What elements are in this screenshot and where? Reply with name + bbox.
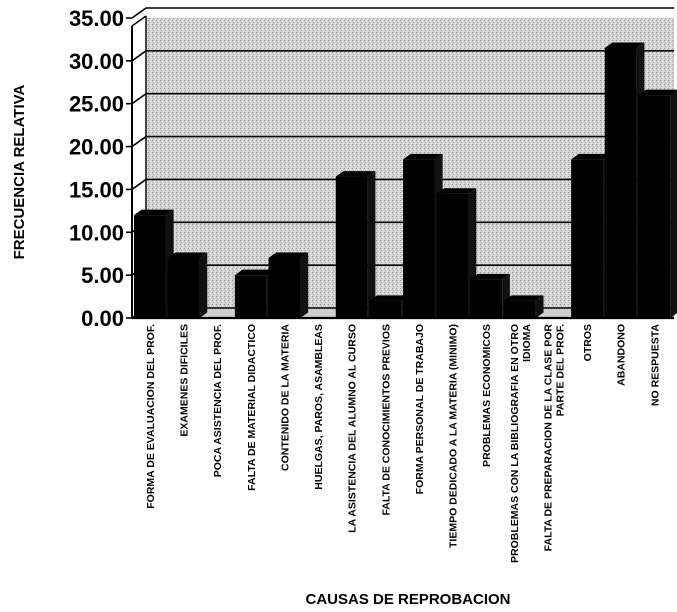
- bar-front: [470, 279, 503, 318]
- svg-text:CONTENIDO DE LA MATERIA: CONTENIDO DE LA MATERIA: [279, 324, 291, 471]
- category-label: FORMA DE EVALUACION DEL PROF.: [145, 324, 157, 509]
- svg-text:FORMA PERSONAL DE TRABAJO: FORMA PERSONAL DE TRABAJO: [414, 324, 426, 494]
- bar-side: [535, 295, 544, 318]
- category-label: PROBLEMAS ECONOMICOS: [481, 324, 493, 467]
- bar: [167, 252, 208, 318]
- svg-text:LA ASISTENCIA DEL ALUMNO AL CU: LA ASISTENCIA DEL ALUMNO AL CURSO: [347, 324, 359, 533]
- bar: [268, 252, 309, 318]
- bar-front: [403, 159, 435, 318]
- svg-text:PROBLEMAS CON LA BIBLIOGRAFIA: PROBLEMAS CON LA BIBLIOGRAFIA EN OTROIDI…: [509, 324, 533, 563]
- y-tick-label: 0.00: [81, 306, 124, 331]
- bar-top: [369, 295, 410, 301]
- bar-side: [300, 252, 309, 318]
- svg-text:HUELGAS, PAROS, ASAMBLEAS: HUELGAS, PAROS, ASAMBLEAS: [313, 324, 325, 490]
- bar-front: [369, 300, 402, 318]
- bar-front: [638, 95, 671, 319]
- bar-top: [436, 188, 477, 194]
- category-label: FALTA DE CONOCIMIENTOS PREVIOS: [380, 324, 392, 516]
- bar-front: [571, 159, 604, 318]
- bar-top: [167, 252, 208, 258]
- svg-text:ABANDONO: ABANDONO: [616, 324, 628, 386]
- bar-front: [436, 193, 469, 318]
- category-label: LA ASISTENCIA DEL ALUMNO AL CURSO: [347, 324, 359, 533]
- svg-text:OTROS: OTROS: [582, 324, 594, 361]
- category-label: FALTA DE MATERIAL DIDACTICO: [246, 324, 258, 491]
- bar-front: [134, 215, 166, 318]
- y-axis-title: FRECUENCIA RELATIVA: [11, 84, 28, 259]
- x-axis-title: CAUSAS DE REPROBACION: [305, 591, 510, 608]
- svg-text:EXAMENES DIFICILES: EXAMENES DIFICILES: [179, 324, 191, 437]
- y-tick-label: 15.00: [69, 177, 124, 202]
- bar-front: [604, 48, 637, 318]
- svg-text:FALTA DE PREPARACION DE LA CLA: FALTA DE PREPARACION DE LA CLASE PORPART…: [542, 324, 566, 552]
- y-tick-label: 25.00: [69, 92, 124, 117]
- bar-front: [268, 258, 301, 318]
- gridline: [131, 7, 674, 19]
- bar-top: [571, 153, 611, 160]
- svg-text:FALTA DE MATERIAL DIDACTICO: FALTA DE MATERIAL DIDACTICO: [246, 324, 258, 491]
- y-tick-label: 10.00: [69, 220, 124, 245]
- y-tick-label: 20.00: [69, 135, 124, 160]
- category-label: NO RESPUESTA: [649, 324, 661, 406]
- svg-text:FALTA DE CONOCIMIENTOS PREVIOS: FALTA DE CONOCIMIENTOS PREVIOS: [380, 324, 392, 516]
- svg-text:FORMA DE EVALUACION DEL PROF.: FORMA DE EVALUACION DEL PROF.: [145, 324, 157, 509]
- bar-front: [234, 275, 267, 318]
- category-label: OTROS: [582, 324, 594, 361]
- svg-text:NO RESPUESTA: NO RESPUESTA: [649, 324, 661, 406]
- category-label: CONTENIDO DE LA MATERIA: [279, 324, 291, 471]
- y-axis-top-edge: [131, 15, 147, 27]
- bar-front: [167, 258, 200, 318]
- category-label: FALTA DE PREPARACION DE LA CLASE PORPART…: [542, 324, 566, 552]
- bars: [134, 42, 677, 319]
- bar: [436, 188, 477, 318]
- y-tick-label: 5.00: [81, 263, 124, 288]
- y-tick-labels: 35.00 30.00 25.00 20.00 15.00 10.00 5.00 0.00: [69, 6, 132, 331]
- y-tick-label: 30.00: [69, 49, 124, 74]
- category-label: FORMA PERSONAL DE TRABAJO: [414, 324, 426, 494]
- category-labels: FORMA DE EVALUACION DEL PROF. EXAMENES DI…: [145, 324, 661, 563]
- bar-top: [604, 42, 645, 48]
- bar-side: [670, 90, 677, 318]
- svg-text:PROBLEMAS ECONOMICOS: PROBLEMAS ECONOMICOS: [481, 324, 493, 467]
- bar: [335, 171, 376, 318]
- bar-top: [503, 295, 544, 301]
- category-label: HUELGAS, PAROS, ASAMBLEAS: [313, 324, 325, 490]
- bar-top: [268, 252, 309, 258]
- bar: [638, 89, 677, 319]
- bar-top: [134, 209, 174, 216]
- bar-front: [335, 176, 368, 318]
- bar: [503, 295, 544, 318]
- bar-top: [403, 153, 443, 160]
- y-tick-label: 35.00: [69, 6, 124, 31]
- bar-top: [234, 269, 275, 276]
- bar-top: [335, 171, 376, 177]
- category-label: TIEMPO DEDICADO A LA MATERIA (MINIMO): [448, 324, 460, 548]
- bar-top: [638, 89, 677, 96]
- bar-top: [470, 273, 510, 280]
- category-label: PROBLEMAS CON LA BIBLIOGRAFIA EN OTROIDI…: [509, 324, 533, 563]
- bar-side: [367, 171, 376, 318]
- svg-text:POCA ASISTENCIA DEL PROF.: POCA ASISTENCIA DEL PROF.: [212, 324, 224, 477]
- bar-side: [199, 252, 208, 318]
- category-label: EXAMENES DIFICILES: [179, 324, 191, 437]
- axes: [131, 15, 674, 320]
- bar-front: [503, 300, 536, 318]
- category-label: POCA ASISTENCIA DEL PROF.: [212, 324, 224, 477]
- category-label: ABANDONO: [616, 324, 628, 386]
- svg-text:TIEMPO DEDICADO A LA MATERIA (: TIEMPO DEDICADO A LA MATERIA (MINIMO): [448, 324, 460, 548]
